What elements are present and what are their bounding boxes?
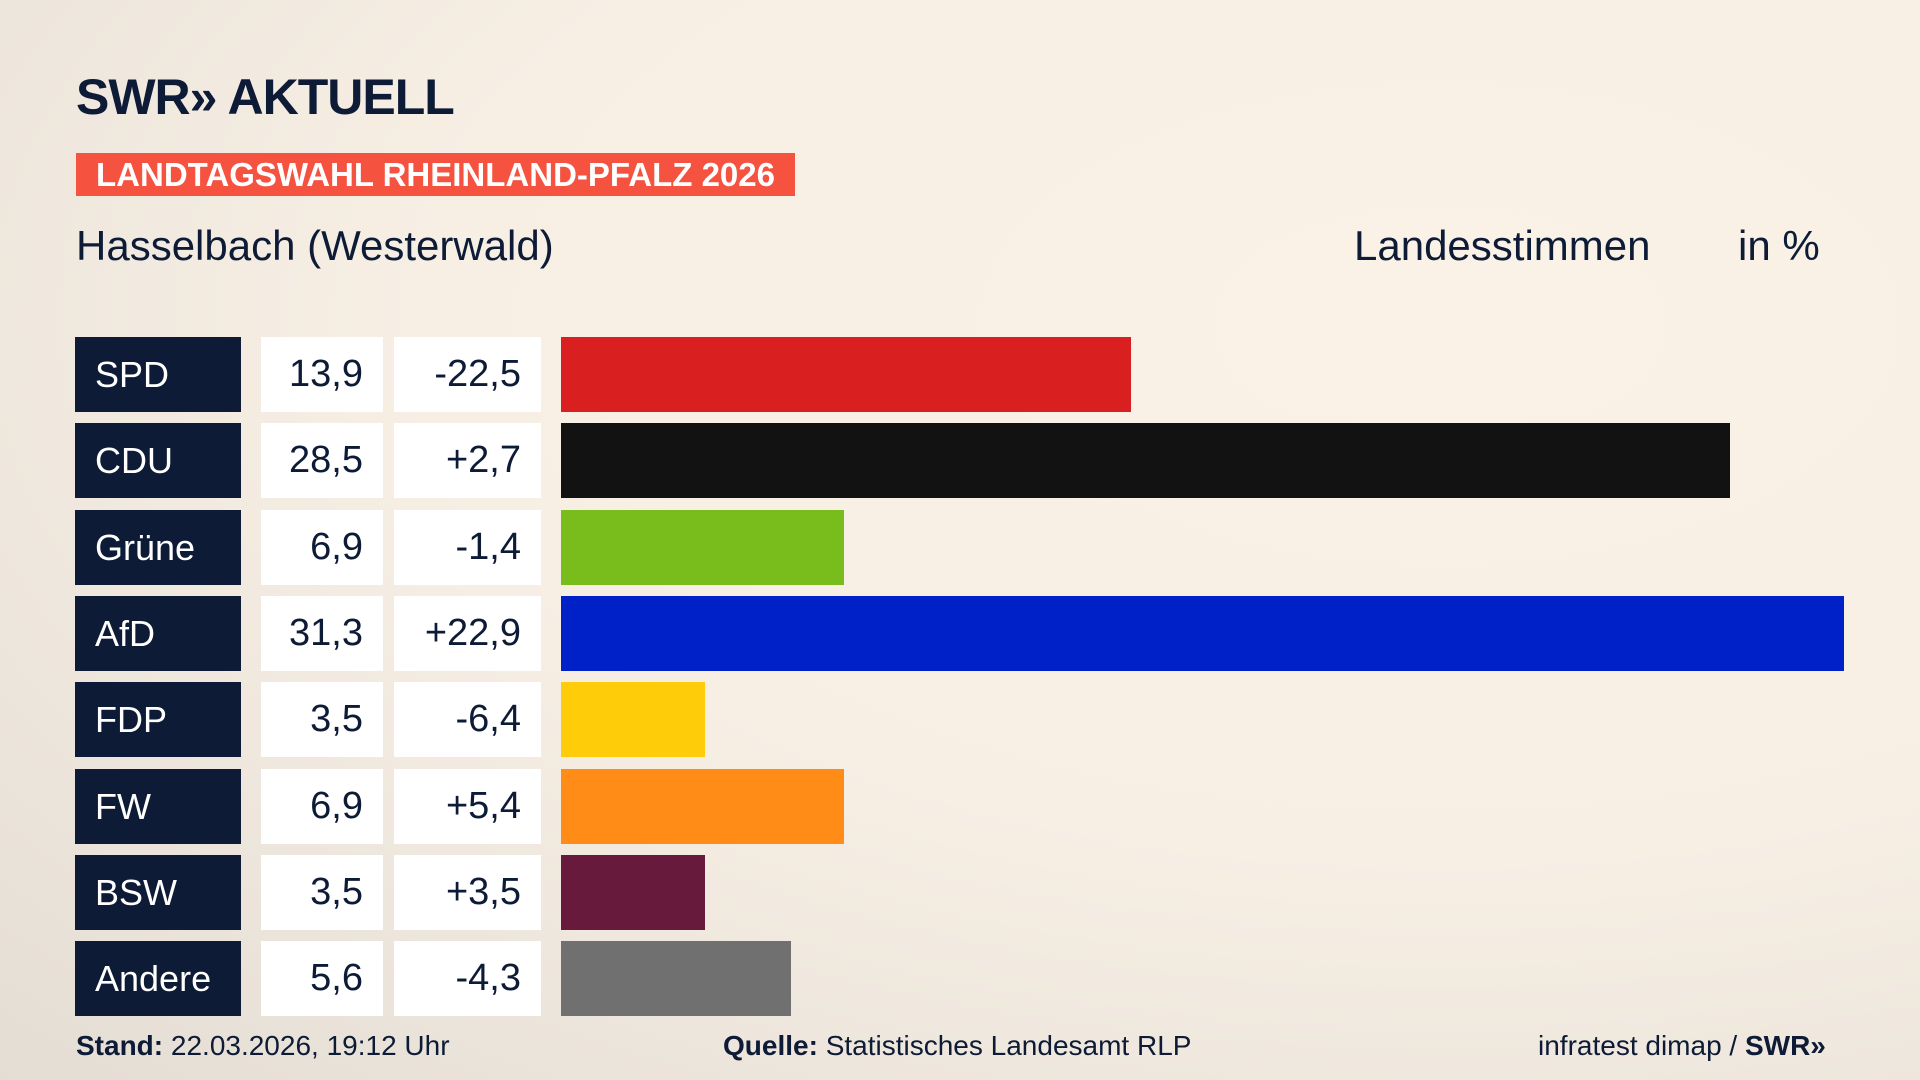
bar-row: Andere 5,6 -4,3 bbox=[0, 941, 1920, 1017]
measure-label: Landesstimmen bbox=[1354, 222, 1651, 269]
bar-row: FW 6,9 +5,4 bbox=[0, 768, 1920, 844]
stand-value: 22.03.2026, 19:12 Uhr bbox=[170, 1030, 450, 1061]
party-label: SPD bbox=[75, 337, 241, 412]
value-label: 31,3 bbox=[261, 595, 383, 671]
value-label: 28,5 bbox=[261, 423, 383, 499]
change-label: +22,9 bbox=[394, 595, 541, 671]
bar bbox=[561, 941, 791, 1017]
swr-small-logo: SWR» bbox=[1744, 1030, 1826, 1061]
bar-row: CDU 28,5 +2,7 bbox=[0, 423, 1920, 499]
change-label: +2,7 bbox=[394, 423, 541, 499]
change-label: -1,4 bbox=[394, 509, 541, 585]
bar-row: Grüne 6,9 -1,4 bbox=[0, 509, 1920, 585]
stand-label: Stand: bbox=[76, 1030, 164, 1061]
change-label: +5,4 bbox=[394, 768, 541, 844]
bar bbox=[561, 509, 844, 585]
bar bbox=[561, 423, 1730, 499]
value-label: 5,6 bbox=[261, 941, 383, 1017]
value-label: 6,9 bbox=[261, 509, 383, 585]
change-label: -4,3 bbox=[394, 941, 541, 1017]
change-label: -22,5 bbox=[394, 337, 541, 412]
party-label: Grüne bbox=[75, 509, 241, 585]
source-label: Quelle: bbox=[723, 1030, 818, 1061]
bar-row: BSW 3,5 +3,5 bbox=[0, 854, 1920, 930]
value-label: 6,9 bbox=[261, 768, 383, 844]
value-label: 3,5 bbox=[261, 854, 383, 930]
change-label: -6,4 bbox=[394, 682, 541, 758]
credit-text: infratest dimap / bbox=[1538, 1030, 1745, 1061]
party-label: FW bbox=[75, 768, 241, 844]
change-label: +3,5 bbox=[394, 854, 541, 930]
party-label: BSW bbox=[75, 854, 241, 930]
party-label: FDP bbox=[75, 682, 241, 758]
bar bbox=[561, 768, 844, 844]
unit-label: in % bbox=[1738, 222, 1820, 269]
bar bbox=[561, 595, 1845, 671]
bar-row: FDP 3,5 -6,4 bbox=[0, 682, 1920, 758]
source: Quelle: Statistisches Landesamt RLP bbox=[723, 1030, 1191, 1062]
credit: infratest dimap / SWR» bbox=[1538, 1030, 1826, 1062]
swr-aktuell-logo: SWR» AKTUELL bbox=[76, 69, 455, 125]
value-label: 3,5 bbox=[261, 682, 383, 758]
party-label: CDU bbox=[75, 423, 241, 499]
bar-row: SPD 13,9 -22,5 bbox=[0, 337, 1920, 412]
stand: Stand: 22.03.2026, 19:12 Uhr bbox=[76, 1030, 450, 1062]
bar bbox=[561, 682, 705, 758]
election-banner: LANDTAGSWAHL RHEINLAND-PFALZ 2026 bbox=[76, 153, 795, 196]
bar bbox=[561, 337, 1131, 412]
value-label: 13,9 bbox=[261, 337, 383, 412]
bar-row: AfD 31,3 +22,9 bbox=[0, 595, 1920, 671]
bar bbox=[561, 854, 705, 930]
page-title: Hasselbach (Westerwald) bbox=[76, 222, 554, 269]
source-value: Statistisches Landesamt RLP bbox=[825, 1030, 1192, 1061]
party-label: Andere bbox=[75, 941, 241, 1017]
party-label: AfD bbox=[75, 595, 241, 671]
